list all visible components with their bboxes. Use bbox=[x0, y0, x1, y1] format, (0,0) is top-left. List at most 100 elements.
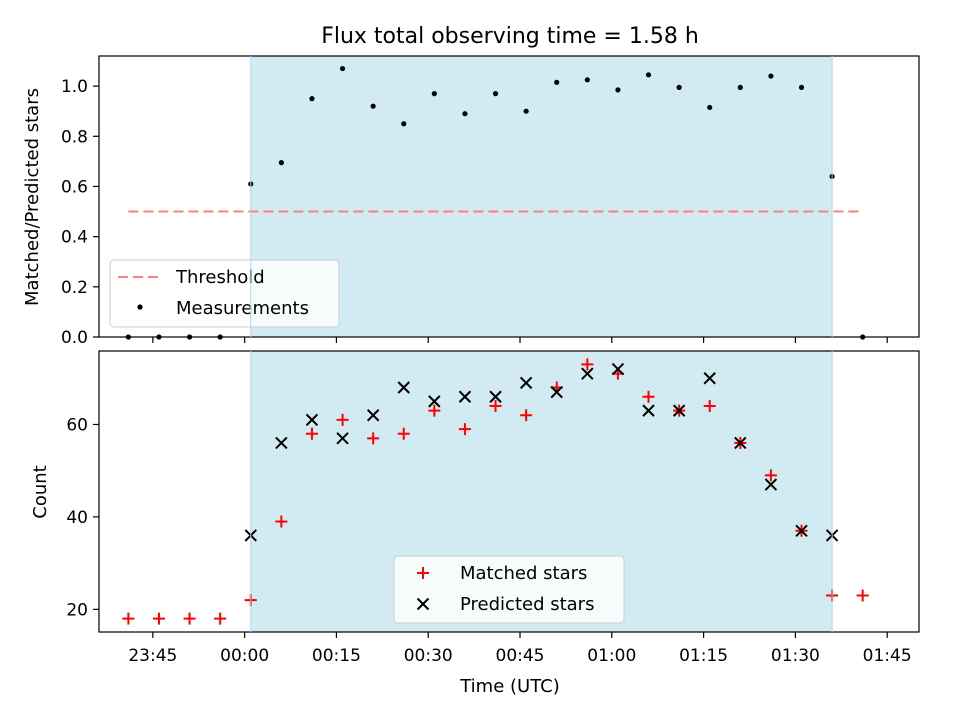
predicted-star-point bbox=[764, 478, 778, 491]
x-tick-label: 01:15 bbox=[679, 646, 728, 666]
top-legend-box bbox=[109, 259, 340, 328]
legend-matched-swatch bbox=[417, 567, 429, 579]
top-y-axis-label: Matched/Predicted stars bbox=[22, 88, 43, 306]
top-y-tick-label: 0.6 bbox=[61, 177, 88, 197]
measurement-point bbox=[584, 77, 590, 83]
matched-star-point bbox=[428, 404, 441, 417]
top-y-tick-label: 1.0 bbox=[61, 77, 88, 97]
matched-star-point bbox=[764, 469, 777, 482]
predicted-star-point-b bbox=[275, 436, 288, 450]
x-axis-label: Time (UTC) bbox=[459, 676, 560, 697]
matched-star-point bbox=[183, 612, 196, 625]
predicted-star-point bbox=[397, 381, 410, 394]
bottom-axes-frame bbox=[98, 350, 920, 633]
predicted-star-point bbox=[305, 413, 319, 427]
measurement-point bbox=[462, 111, 468, 117]
predicted-star-point bbox=[366, 409, 380, 422]
top-shaded-region bbox=[250, 56, 833, 337]
predicted-star-point-b bbox=[428, 395, 441, 408]
matched-star-point bbox=[367, 432, 380, 445]
x-tick-label: 00:30 bbox=[404, 646, 453, 666]
matched-star-point bbox=[305, 427, 318, 440]
measurement-point bbox=[676, 84, 682, 90]
measurement-point bbox=[768, 73, 774, 79]
x-tick-label: 01:30 bbox=[771, 646, 820, 666]
predicted-star-point bbox=[581, 367, 594, 380]
chart-title: Flux total observing time = 1.58 h bbox=[321, 24, 699, 49]
legend-predicted-swatch bbox=[416, 597, 430, 611]
bottom-y-axis-label: Count bbox=[30, 465, 51, 518]
predicted-star-point bbox=[275, 436, 288, 450]
x-tick-label: 23:45 bbox=[128, 646, 177, 666]
matched-star-point bbox=[275, 515, 288, 528]
predicted-star-point-b bbox=[764, 478, 778, 491]
predicted-star-point bbox=[519, 376, 533, 390]
predicted-star-point-b bbox=[672, 404, 686, 417]
bottom-legend-box bbox=[393, 555, 625, 624]
predicted-star-point bbox=[611, 362, 625, 376]
predicted-star-point bbox=[336, 432, 349, 445]
bottom-y-tick-label: 60 bbox=[66, 415, 88, 435]
predicted-star-point-b bbox=[550, 385, 563, 399]
predicted-star-point bbox=[458, 390, 472, 403]
predicted-star-point bbox=[489, 390, 502, 403]
measurement-point bbox=[278, 160, 284, 166]
predicted-star-point-b bbox=[642, 404, 655, 417]
top-legend: Threshold Measurements bbox=[109, 259, 340, 328]
bottom-y-tick-label: 40 bbox=[66, 508, 88, 528]
predicted-star-point bbox=[428, 395, 441, 408]
predicted-star-point bbox=[672, 404, 686, 417]
matched-star-point bbox=[336, 413, 349, 426]
measurement-point bbox=[798, 84, 805, 90]
top-y-tick-label: 0.4 bbox=[61, 228, 88, 248]
predicted-star-point bbox=[795, 524, 808, 537]
legend-measurements-swatch bbox=[137, 304, 143, 310]
predicted-star-point-b bbox=[305, 413, 319, 427]
matched-star-point bbox=[856, 589, 869, 602]
x-tick-label: 01:45 bbox=[863, 646, 912, 666]
top-y-tick-label: 0.2 bbox=[61, 278, 88, 298]
predicted-star-point-b bbox=[397, 381, 410, 394]
bottom-y-tick-label: 20 bbox=[66, 600, 88, 620]
predicted-star-point-b bbox=[458, 390, 472, 403]
bottom-panel: Count Time (UTC) 20 40 60 23:45 00:00 00:15 0… bbox=[30, 350, 920, 697]
top-y-tick-label: 0.0 bbox=[61, 328, 88, 348]
predicted-star-point-b bbox=[795, 524, 808, 537]
matched-star-point bbox=[397, 427, 410, 440]
matched-star-point bbox=[703, 399, 716, 412]
predicted-star-point-b bbox=[734, 436, 747, 450]
measurement-point bbox=[523, 108, 529, 114]
measurement-point bbox=[492, 91, 499, 97]
predicted-star-point-b bbox=[336, 432, 349, 445]
matched-star-point bbox=[581, 358, 594, 371]
x-tick-label: 00:45 bbox=[496, 646, 545, 666]
matched-star-point bbox=[122, 612, 135, 625]
measurement-point bbox=[309, 96, 315, 102]
matched-star-point bbox=[642, 390, 655, 403]
predicted-star-point bbox=[734, 436, 747, 450]
predicted-star-point bbox=[703, 372, 716, 385]
predicted-star-point-b bbox=[581, 367, 594, 380]
matched-star-point bbox=[152, 612, 165, 625]
legend-matched-label: Matched stars bbox=[460, 563, 587, 584]
measurement-point bbox=[737, 84, 743, 90]
matched-star-point bbox=[214, 612, 227, 625]
measurement-point bbox=[339, 65, 346, 72]
legend-measurements-label: Measurements bbox=[176, 298, 309, 319]
predicted-star-point-b bbox=[611, 362, 625, 376]
legend-matched-marker bbox=[417, 567, 429, 579]
measurement-point bbox=[431, 91, 437, 97]
measurement-point bbox=[707, 104, 713, 111]
measurement-point bbox=[370, 103, 376, 109]
measurement-point bbox=[401, 121, 407, 127]
matched-star-point bbox=[489, 399, 502, 412]
measurement-point bbox=[645, 72, 652, 78]
top-axes-frame bbox=[98, 55, 920, 338]
predicted-star-point-b bbox=[703, 372, 716, 385]
matched-star-point bbox=[458, 423, 471, 436]
predicted-star-point bbox=[642, 404, 655, 417]
top-y-tick-label: 0.8 bbox=[61, 127, 88, 147]
top-panel: Flux total observing time = 1.58 h Match… bbox=[22, 24, 920, 348]
x-tick-label: 00:15 bbox=[312, 646, 361, 666]
